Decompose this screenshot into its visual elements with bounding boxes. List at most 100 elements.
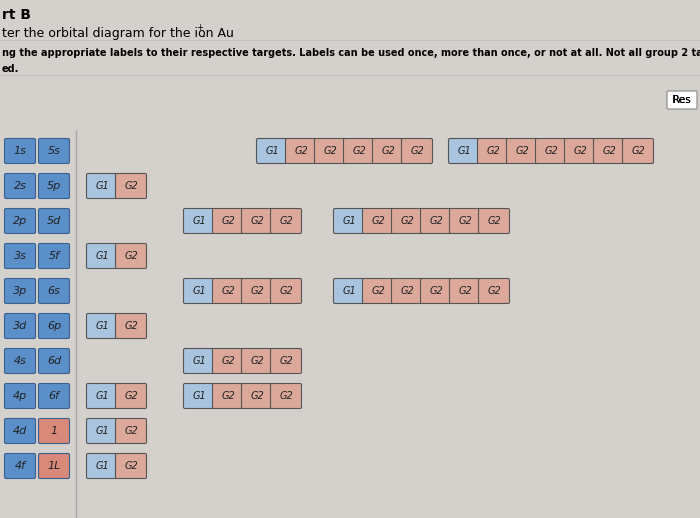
FancyBboxPatch shape xyxy=(344,138,374,164)
Text: G1: G1 xyxy=(192,391,206,401)
Text: G2: G2 xyxy=(487,286,501,296)
Text: G2: G2 xyxy=(279,356,293,366)
Text: Res: Res xyxy=(673,95,691,105)
Text: G2: G2 xyxy=(544,146,558,156)
Text: G2: G2 xyxy=(381,146,395,156)
FancyBboxPatch shape xyxy=(87,243,118,268)
Text: G2: G2 xyxy=(323,146,337,156)
Text: G2: G2 xyxy=(371,216,385,226)
FancyBboxPatch shape xyxy=(622,138,654,164)
Text: G2: G2 xyxy=(429,216,443,226)
FancyBboxPatch shape xyxy=(314,138,346,164)
FancyBboxPatch shape xyxy=(213,383,244,409)
Text: rt B: rt B xyxy=(2,8,31,22)
FancyBboxPatch shape xyxy=(183,383,214,409)
FancyBboxPatch shape xyxy=(241,209,272,234)
Text: 5f: 5f xyxy=(48,251,60,261)
FancyBboxPatch shape xyxy=(270,383,302,409)
FancyBboxPatch shape xyxy=(333,209,365,234)
Text: G2: G2 xyxy=(250,356,264,366)
FancyBboxPatch shape xyxy=(667,91,697,109)
FancyBboxPatch shape xyxy=(421,279,452,304)
FancyBboxPatch shape xyxy=(4,138,36,164)
Text: G1: G1 xyxy=(457,146,471,156)
FancyBboxPatch shape xyxy=(479,279,510,304)
FancyBboxPatch shape xyxy=(87,383,118,409)
Text: G2: G2 xyxy=(124,426,138,436)
FancyBboxPatch shape xyxy=(213,279,244,304)
Text: G2: G2 xyxy=(400,216,414,226)
FancyBboxPatch shape xyxy=(116,419,146,443)
Text: G2: G2 xyxy=(458,286,472,296)
FancyBboxPatch shape xyxy=(402,138,433,164)
FancyBboxPatch shape xyxy=(87,453,118,479)
FancyBboxPatch shape xyxy=(363,279,393,304)
Text: G2: G2 xyxy=(250,286,264,296)
FancyBboxPatch shape xyxy=(421,209,452,234)
Text: G1: G1 xyxy=(95,251,109,261)
Text: G2: G2 xyxy=(410,146,424,156)
Text: 4p: 4p xyxy=(13,391,27,401)
Text: 2p: 2p xyxy=(13,216,27,226)
FancyBboxPatch shape xyxy=(4,349,36,373)
Text: G2: G2 xyxy=(124,461,138,471)
FancyBboxPatch shape xyxy=(4,419,36,443)
Text: G2: G2 xyxy=(573,146,587,156)
Text: G1: G1 xyxy=(342,216,356,226)
FancyBboxPatch shape xyxy=(241,279,272,304)
Text: 1: 1 xyxy=(50,426,57,436)
FancyBboxPatch shape xyxy=(507,138,538,164)
FancyBboxPatch shape xyxy=(4,243,36,268)
Text: G2: G2 xyxy=(124,251,138,261)
FancyBboxPatch shape xyxy=(116,243,146,268)
FancyBboxPatch shape xyxy=(391,279,423,304)
FancyBboxPatch shape xyxy=(183,279,214,304)
Text: 4d: 4d xyxy=(13,426,27,436)
FancyBboxPatch shape xyxy=(286,138,316,164)
FancyBboxPatch shape xyxy=(564,138,596,164)
Text: G2: G2 xyxy=(352,146,366,156)
Text: 5p: 5p xyxy=(47,181,61,191)
FancyBboxPatch shape xyxy=(241,349,272,373)
Text: G1: G1 xyxy=(192,216,206,226)
Text: 5d: 5d xyxy=(47,216,61,226)
FancyBboxPatch shape xyxy=(256,138,288,164)
Text: ed.: ed. xyxy=(2,64,20,74)
Text: G1: G1 xyxy=(192,356,206,366)
FancyBboxPatch shape xyxy=(536,138,566,164)
Text: G2: G2 xyxy=(279,216,293,226)
Text: G2: G2 xyxy=(221,356,235,366)
Text: G1: G1 xyxy=(95,391,109,401)
FancyBboxPatch shape xyxy=(449,279,480,304)
FancyBboxPatch shape xyxy=(333,279,365,304)
Text: G2: G2 xyxy=(458,216,472,226)
FancyBboxPatch shape xyxy=(116,313,146,338)
Text: G2: G2 xyxy=(221,216,235,226)
Text: 3d: 3d xyxy=(13,321,27,331)
FancyBboxPatch shape xyxy=(38,209,69,234)
Text: G2: G2 xyxy=(631,146,645,156)
Text: G1: G1 xyxy=(342,286,356,296)
FancyBboxPatch shape xyxy=(449,209,480,234)
Text: 3s: 3s xyxy=(13,251,27,261)
Text: G1: G1 xyxy=(265,146,279,156)
FancyBboxPatch shape xyxy=(116,453,146,479)
FancyBboxPatch shape xyxy=(183,209,214,234)
Text: ter the orbital diagram for the ion Au: ter the orbital diagram for the ion Au xyxy=(2,27,234,40)
FancyBboxPatch shape xyxy=(38,174,69,198)
Text: G2: G2 xyxy=(487,216,501,226)
Text: .: . xyxy=(202,27,206,40)
Text: G1: G1 xyxy=(95,461,109,471)
Text: 1s: 1s xyxy=(13,146,27,156)
Text: G1: G1 xyxy=(95,426,109,436)
Text: G2: G2 xyxy=(429,286,443,296)
FancyBboxPatch shape xyxy=(270,349,302,373)
FancyBboxPatch shape xyxy=(477,138,508,164)
Text: 1L: 1L xyxy=(48,461,61,471)
FancyBboxPatch shape xyxy=(38,279,69,304)
Text: G2: G2 xyxy=(515,146,529,156)
Text: G2: G2 xyxy=(221,391,235,401)
FancyBboxPatch shape xyxy=(391,209,423,234)
Text: 2s: 2s xyxy=(13,181,27,191)
Text: G2: G2 xyxy=(124,321,138,331)
